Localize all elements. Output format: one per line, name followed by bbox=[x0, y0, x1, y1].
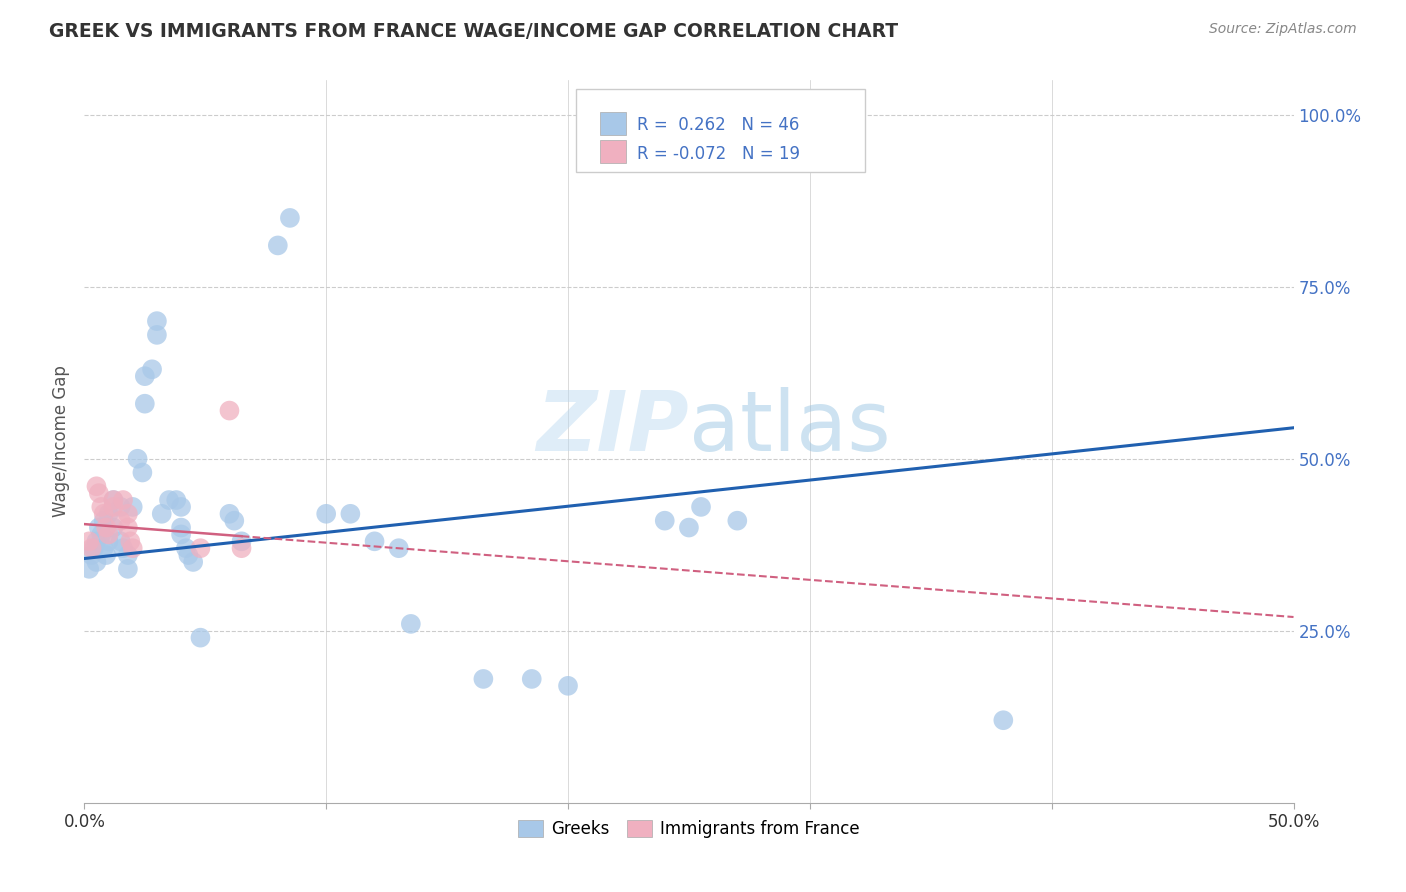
Point bbox=[112, 541, 135, 556]
Point bbox=[112, 493, 135, 508]
Point bbox=[117, 548, 139, 562]
Point bbox=[131, 466, 153, 480]
Point bbox=[231, 541, 253, 556]
Point bbox=[170, 527, 193, 541]
Point bbox=[110, 534, 132, 549]
Point bbox=[87, 520, 110, 534]
Point bbox=[90, 500, 112, 514]
Point bbox=[363, 534, 385, 549]
Y-axis label: Wage/Income Gap: Wage/Income Gap bbox=[52, 366, 70, 517]
Point bbox=[121, 541, 143, 556]
Point bbox=[224, 514, 246, 528]
Point bbox=[80, 548, 103, 562]
Point bbox=[117, 507, 139, 521]
Point bbox=[150, 507, 173, 521]
Point bbox=[339, 507, 361, 521]
Point bbox=[117, 562, 139, 576]
Point bbox=[77, 562, 100, 576]
Point bbox=[121, 500, 143, 514]
Point bbox=[86, 479, 108, 493]
Point bbox=[146, 314, 169, 328]
Point bbox=[174, 541, 197, 556]
Point bbox=[520, 672, 543, 686]
Point bbox=[77, 534, 100, 549]
Point bbox=[94, 548, 117, 562]
Point bbox=[93, 507, 115, 521]
Point bbox=[141, 362, 163, 376]
Point bbox=[725, 514, 748, 528]
Point bbox=[103, 500, 125, 514]
Point bbox=[190, 631, 212, 645]
Point bbox=[94, 520, 117, 534]
Point bbox=[103, 520, 125, 534]
Point bbox=[110, 514, 132, 528]
Point bbox=[120, 534, 142, 549]
Point bbox=[103, 493, 125, 508]
Point bbox=[86, 534, 108, 549]
Point bbox=[146, 327, 169, 342]
Text: R = -0.072   N = 19: R = -0.072 N = 19 bbox=[637, 145, 800, 163]
Text: GREEK VS IMMIGRANTS FROM FRANCE WAGE/INCOME GAP CORRELATION CHART: GREEK VS IMMIGRANTS FROM FRANCE WAGE/INC… bbox=[49, 22, 898, 41]
Point bbox=[103, 493, 125, 508]
Point bbox=[87, 486, 110, 500]
Point bbox=[278, 211, 301, 225]
Point bbox=[388, 541, 411, 556]
Point bbox=[190, 541, 212, 556]
Point bbox=[117, 520, 139, 534]
Point bbox=[399, 616, 422, 631]
Point bbox=[80, 541, 103, 556]
Text: R =  0.262   N = 46: R = 0.262 N = 46 bbox=[637, 117, 799, 135]
Text: Source: ZipAtlas.com: Source: ZipAtlas.com bbox=[1209, 22, 1357, 37]
Legend: Greeks, Immigrants from France: Greeks, Immigrants from France bbox=[512, 814, 866, 845]
Point bbox=[231, 534, 253, 549]
Point bbox=[134, 369, 156, 384]
Point bbox=[678, 520, 700, 534]
Point bbox=[110, 500, 132, 514]
Point bbox=[181, 555, 204, 569]
Point bbox=[90, 527, 112, 541]
Point bbox=[83, 541, 105, 556]
Point bbox=[86, 555, 108, 569]
Point bbox=[654, 514, 676, 528]
Point bbox=[97, 534, 120, 549]
Point bbox=[170, 500, 193, 514]
Point bbox=[93, 514, 115, 528]
Text: atlas: atlas bbox=[689, 386, 890, 467]
Point bbox=[218, 403, 240, 417]
Point bbox=[177, 548, 200, 562]
Point bbox=[267, 238, 290, 252]
Point bbox=[557, 679, 579, 693]
Point bbox=[97, 507, 120, 521]
Point bbox=[690, 500, 713, 514]
Point bbox=[993, 713, 1015, 727]
Point bbox=[157, 493, 180, 508]
Point bbox=[472, 672, 495, 686]
Point bbox=[134, 397, 156, 411]
Point bbox=[170, 520, 193, 534]
Text: ZIP: ZIP bbox=[536, 386, 689, 467]
Point bbox=[315, 507, 337, 521]
Point bbox=[165, 493, 187, 508]
Point bbox=[127, 451, 149, 466]
Point bbox=[97, 527, 120, 541]
Point bbox=[218, 507, 240, 521]
Point bbox=[93, 541, 115, 556]
